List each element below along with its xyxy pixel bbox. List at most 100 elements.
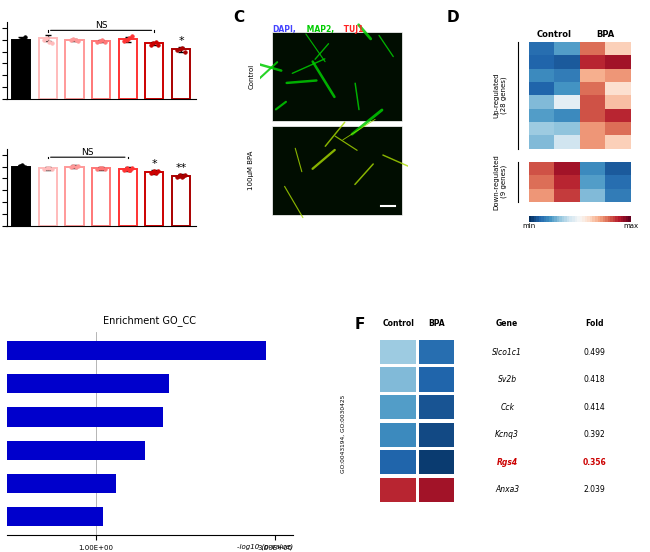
- Bar: [588, 216, 590, 222]
- Point: [172, 172, 183, 181]
- Bar: [562, 216, 564, 222]
- Point: [122, 35, 132, 44]
- Bar: [580, 82, 605, 95]
- Text: min: min: [522, 223, 535, 229]
- Bar: [554, 216, 556, 222]
- Bar: [39, 168, 57, 226]
- Point: [42, 34, 52, 43]
- Point: [179, 171, 190, 179]
- Bar: [554, 42, 580, 55]
- Text: TUJ1: TUJ1: [341, 25, 364, 34]
- Point: [146, 169, 156, 178]
- Bar: [528, 216, 531, 222]
- Point: [97, 36, 107, 45]
- Bar: [92, 168, 111, 226]
- Text: Anxa3: Anxa3: [495, 485, 519, 494]
- Text: Control: Control: [382, 319, 414, 328]
- Text: 1: 1: [99, 522, 103, 528]
- Bar: [419, 368, 454, 392]
- Bar: [6, 341, 266, 360]
- Point: [92, 164, 103, 173]
- Point: [66, 163, 76, 172]
- Bar: [605, 189, 630, 202]
- Bar: [539, 216, 541, 222]
- Bar: [554, 82, 580, 95]
- Point: [146, 40, 156, 49]
- Point: [122, 164, 132, 173]
- Bar: [39, 38, 57, 99]
- Bar: [554, 95, 580, 109]
- Bar: [92, 41, 111, 99]
- Bar: [272, 32, 402, 121]
- Text: GO:0043194, GO:0030425: GO:0043194, GO:0030425: [341, 394, 346, 473]
- Point: [126, 164, 136, 173]
- Point: [178, 172, 188, 181]
- Text: Control: Control: [248, 64, 254, 89]
- Point: [119, 166, 129, 174]
- Bar: [580, 109, 605, 122]
- Point: [68, 35, 79, 44]
- Bar: [580, 189, 605, 202]
- Title: Enrichment GO_CC: Enrichment GO_CC: [103, 315, 196, 326]
- Bar: [628, 216, 630, 222]
- Bar: [554, 122, 580, 135]
- Text: F: F: [354, 317, 365, 332]
- Bar: [6, 507, 103, 526]
- Bar: [559, 216, 562, 222]
- Bar: [528, 109, 554, 122]
- Point: [119, 36, 129, 45]
- Bar: [577, 216, 580, 222]
- Text: 10: 10: [124, 522, 132, 528]
- Bar: [554, 162, 580, 175]
- Point: [39, 35, 49, 44]
- Point: [153, 166, 163, 175]
- Bar: [605, 109, 630, 122]
- Text: BPA: BPA: [596, 30, 614, 39]
- Point: [174, 171, 184, 180]
- Point: [175, 171, 185, 179]
- Text: max: max: [623, 223, 638, 229]
- Point: [73, 36, 83, 45]
- Bar: [556, 216, 559, 222]
- Point: [12, 163, 23, 172]
- Text: -log10 (p-value): -log10 (p-value): [237, 543, 292, 550]
- Text: 1000: 1000: [172, 522, 190, 528]
- Text: C: C: [233, 10, 244, 25]
- Bar: [12, 167, 30, 226]
- Bar: [528, 82, 554, 95]
- Bar: [554, 55, 580, 68]
- Bar: [605, 68, 630, 82]
- Bar: [554, 135, 580, 148]
- Bar: [6, 474, 116, 493]
- Bar: [536, 216, 539, 222]
- Point: [148, 168, 158, 177]
- Bar: [419, 450, 454, 474]
- Point: [39, 164, 49, 173]
- Text: **: **: [176, 163, 187, 173]
- Point: [20, 163, 30, 172]
- Text: Kcnq3: Kcnq3: [495, 430, 519, 439]
- Bar: [580, 122, 605, 135]
- Text: Slco1c1: Slco1c1: [492, 348, 522, 357]
- Text: Control: Control: [536, 30, 571, 39]
- Bar: [528, 122, 554, 135]
- Bar: [572, 216, 575, 222]
- Bar: [580, 95, 605, 109]
- Bar: [600, 216, 603, 222]
- Point: [151, 168, 161, 177]
- Point: [12, 36, 23, 45]
- Bar: [272, 126, 402, 215]
- Point: [177, 172, 187, 181]
- Bar: [597, 216, 600, 222]
- Bar: [608, 216, 610, 222]
- Point: [15, 162, 25, 171]
- Point: [153, 41, 163, 50]
- Text: 0: 0: [19, 522, 23, 528]
- Bar: [528, 162, 554, 175]
- Text: 0.499: 0.499: [584, 348, 605, 357]
- Bar: [621, 216, 623, 222]
- Point: [46, 38, 57, 47]
- Bar: [419, 340, 454, 364]
- Text: Fold: Fold: [585, 319, 604, 328]
- Text: 100μM BPA: 100μM BPA: [248, 151, 254, 190]
